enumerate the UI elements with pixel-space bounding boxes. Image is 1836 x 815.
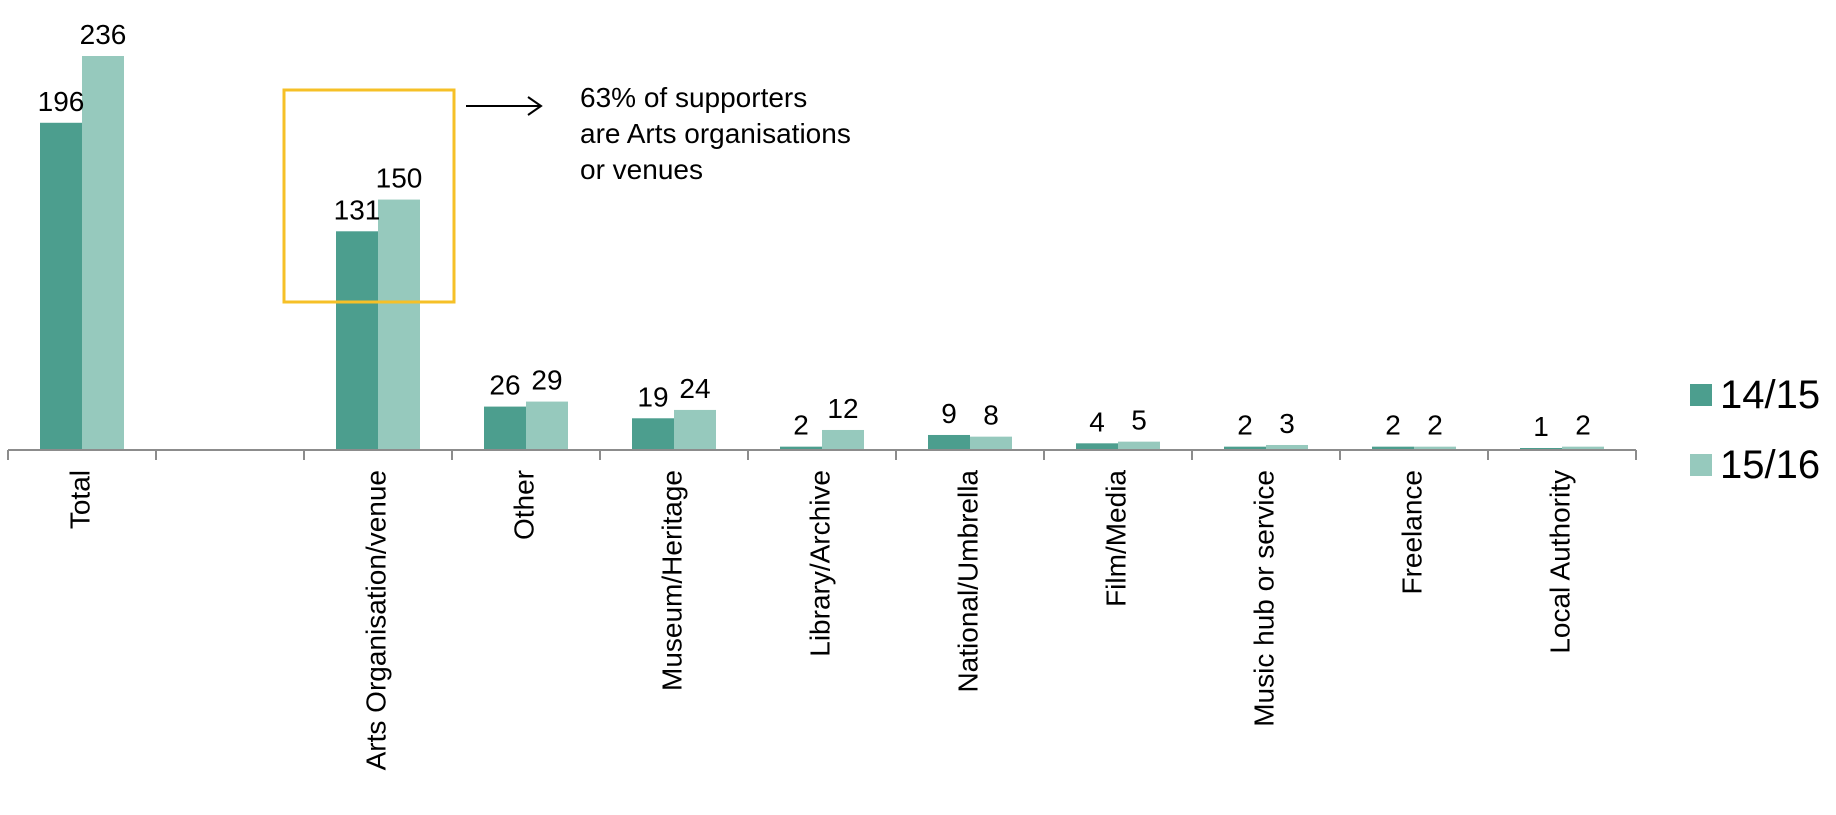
bars-layer: [40, 56, 1604, 450]
annotation-line: 63% of supporters: [580, 82, 808, 113]
legend-swatch: [1690, 454, 1712, 476]
highlight-box: [282, 88, 456, 304]
legend-label: 14/15: [1720, 372, 1821, 417]
legend-swatch: [1690, 384, 1712, 406]
x-tick-label: Music hub or service: [1248, 470, 1279, 727]
bar-14-15: [1224, 446, 1266, 450]
bar-15-16: [822, 429, 864, 450]
x-tick-label: Film/Media: [1100, 470, 1131, 607]
bar-15-16: [526, 401, 568, 450]
data-label: 12: [827, 393, 858, 424]
data-label: 24: [679, 373, 710, 404]
legend-label: 15/16: [1720, 442, 1821, 487]
bar-14-15: [632, 418, 674, 450]
x-tick-label: National/Umbrella: [952, 470, 983, 693]
legend: 14/15 15/16: [1690, 360, 1820, 500]
annotation-line: or venues: [580, 154, 703, 185]
bar-15-16: [970, 436, 1012, 450]
x-axis-tick-labels: Total Arts Organisation/venue Other Museum/…: [64, 470, 1575, 771]
x-tick-label: Museum/Heritage: [656, 470, 687, 691]
x-axis-ticks: [7, 450, 1637, 460]
data-label: 131: [334, 194, 381, 225]
bar-15-16: [1562, 446, 1604, 450]
data-label: 2: [1427, 410, 1443, 441]
bar-15-16: [1118, 441, 1160, 450]
bar-15-16: [674, 409, 716, 450]
x-tick-label: Local Authority: [1544, 470, 1575, 654]
data-label: 29: [531, 365, 562, 396]
data-label: 1: [1533, 411, 1549, 442]
x-tick-label: Other: [508, 470, 539, 540]
bar-14-15: [928, 434, 970, 450]
bar-14-15: [484, 406, 526, 450]
data-label: 19: [637, 381, 668, 412]
data-label: 150: [376, 163, 423, 194]
data-label: 236: [80, 19, 127, 50]
bar-14-15: [1076, 443, 1118, 450]
data-label: 4: [1089, 406, 1105, 437]
bar-14-15: [1372, 446, 1414, 450]
bar-14-15: [40, 122, 82, 450]
bar-14-15: [780, 446, 822, 450]
data-label: 5: [1131, 405, 1147, 436]
x-tick-label: Freelance: [1396, 470, 1427, 595]
data-label: 2: [1385, 410, 1401, 441]
x-tick-label: Library/Archive: [804, 470, 835, 657]
bar-15-16: [82, 56, 124, 450]
arrow-icon: [466, 96, 543, 116]
bar-14-15: [336, 231, 378, 450]
data-label: 26: [489, 370, 520, 401]
x-tick-label: Total: [64, 470, 95, 529]
data-label: 2: [1575, 410, 1591, 441]
data-label: 2: [793, 410, 809, 441]
x-tick-label: Arts Organisation/venue: [360, 470, 391, 770]
legend-item-15-16: 15/16: [1690, 430, 1820, 500]
bar-15-16: [1266, 444, 1308, 450]
data-label: 9: [941, 398, 957, 429]
data-label: 3: [1279, 408, 1295, 439]
annotation-text: 63% of supporters are Arts organisations…: [580, 80, 910, 188]
annotation-line: are Arts organisations: [580, 118, 851, 149]
data-label: 196: [38, 86, 85, 117]
data-label: 2: [1237, 410, 1253, 441]
bar-15-16: [378, 199, 420, 450]
data-label: 8: [983, 400, 999, 431]
bar-15-16: [1414, 446, 1456, 450]
legend-item-14-15: 14/15: [1690, 360, 1820, 430]
